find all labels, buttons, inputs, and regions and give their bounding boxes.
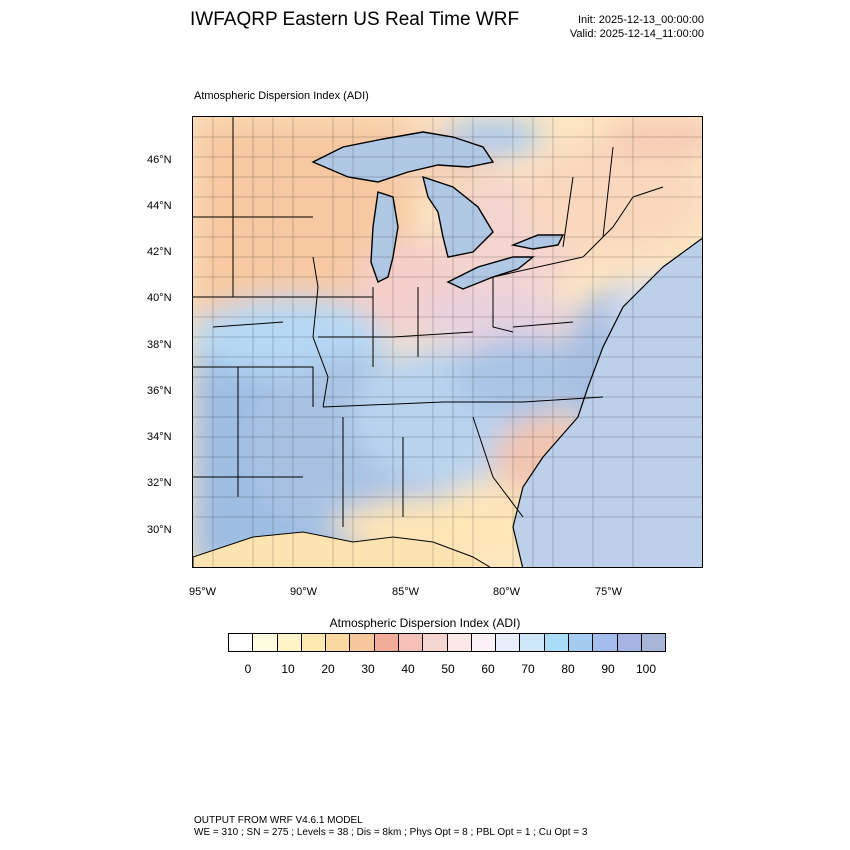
lat-label-32: 32°N xyxy=(147,477,172,489)
colorbar-label-0: 0 xyxy=(244,662,252,676)
panel-title: Atmospheric Dispersion Index (ADI) xyxy=(194,90,369,102)
lat-label-40: 40°N xyxy=(147,292,172,304)
gulf-of-mexico xyxy=(193,531,491,567)
colorbar-box xyxy=(520,634,545,651)
lat-label-46: 46°N xyxy=(147,154,172,166)
colorbar-box xyxy=(398,634,424,651)
colorbar-box xyxy=(471,634,497,651)
colorbar-label-80: 80 xyxy=(561,662,575,676)
lon-label-90: 90°W xyxy=(290,586,318,598)
lat-label-44: 44°N xyxy=(147,200,172,212)
colorbar-box xyxy=(350,634,375,651)
lon-label-85: 85°W xyxy=(392,586,420,598)
lat-label-42: 42°N xyxy=(147,246,172,258)
colorbar-box xyxy=(326,634,351,651)
colorbar-box xyxy=(229,634,254,651)
main-title: IWFAQRP Eastern US Real Time WRF xyxy=(190,9,520,30)
colorbar-box xyxy=(277,634,302,651)
colorbar-box xyxy=(447,634,472,651)
colorbar-label-100: 100 xyxy=(635,662,657,676)
colorbar-box xyxy=(423,634,448,651)
lat-label-38: 38°N xyxy=(147,339,172,351)
colorbar-label-20: 20 xyxy=(321,662,335,676)
valid-time: Valid: 2025-12-14_11:00:00 xyxy=(569,28,704,40)
lat-label-36: 36°N xyxy=(147,385,172,397)
lon-label-95: 95°W xyxy=(189,586,217,598)
colorbar-box xyxy=(374,634,399,651)
colorbar-box xyxy=(253,634,278,651)
adi-map xyxy=(192,116,703,568)
colorbar-label-10: 10 xyxy=(281,662,295,676)
model-footer: OUTPUT FROM WRF V4.6.1 MODEL WE = 310 ; … xyxy=(194,815,587,839)
lake-ontario xyxy=(510,234,565,250)
footer-line-2: WE = 310 ; SN = 275 ; Levels = 38 ; Dis … xyxy=(194,827,588,838)
colorbar-title: Atmospheric Dispersion Index (ADI) xyxy=(329,616,521,630)
lat-label-30: 30°N xyxy=(147,524,172,536)
colorbar-box xyxy=(301,634,327,651)
county-lines xyxy=(193,117,702,567)
map-svg xyxy=(193,117,702,567)
colorbar-box xyxy=(593,634,618,651)
colorbar-label-90: 90 xyxy=(601,662,615,676)
colorbar-box xyxy=(544,634,569,651)
colorbar-box xyxy=(641,634,666,651)
lon-label-75: 75°W xyxy=(595,586,623,598)
colorbar-label-40: 40 xyxy=(401,662,415,676)
footer-line-1: OUTPUT FROM WRF V4.6.1 MODEL xyxy=(194,815,363,826)
init-time: Init: 2025-12-13_00:00:00 xyxy=(578,14,704,26)
colorbar-box xyxy=(568,634,594,651)
lon-label-80: 80°W xyxy=(493,586,521,598)
colorbar-box xyxy=(496,634,521,651)
lake-erie xyxy=(446,256,535,290)
lat-label-34: 34°N xyxy=(147,431,172,443)
colorbar xyxy=(228,633,666,652)
colorbar-box xyxy=(617,634,642,651)
colorbar-label-70: 70 xyxy=(521,662,535,676)
colorbar-label-50: 50 xyxy=(441,662,455,676)
colorbar-label-30: 30 xyxy=(361,662,375,676)
init-valid-block: Init: 2025-12-13_00:00:00 Valid: 2025-12… xyxy=(570,13,704,41)
colorbar-label-60: 60 xyxy=(481,662,495,676)
